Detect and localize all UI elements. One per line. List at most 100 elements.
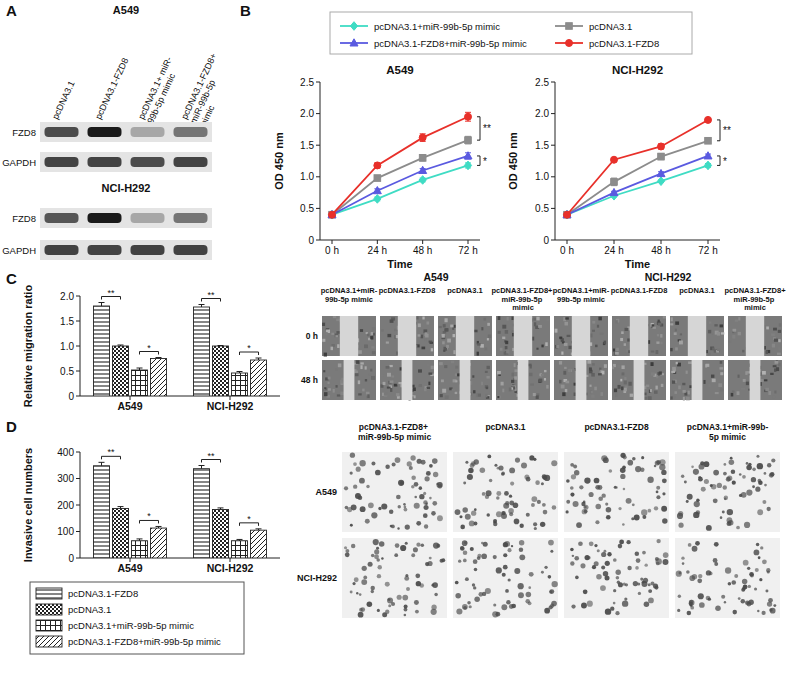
cell xyxy=(587,601,593,607)
speckle xyxy=(595,345,598,348)
cell xyxy=(689,600,695,606)
cell xyxy=(419,486,423,490)
y-tick-label: 200 xyxy=(57,500,74,511)
y-tick-label: 2.0 xyxy=(300,108,314,119)
speckle xyxy=(390,319,394,322)
y-tick-label: 0.5 xyxy=(60,366,74,377)
scratch-image xyxy=(322,316,376,357)
scratch-image xyxy=(438,316,492,356)
cell xyxy=(570,548,574,552)
speckle xyxy=(680,333,682,335)
scratch-image xyxy=(612,316,666,356)
speckle xyxy=(682,390,685,393)
error-bar xyxy=(99,303,105,307)
speckle xyxy=(564,322,567,326)
speckle xyxy=(541,345,543,348)
cell xyxy=(746,489,752,495)
cell xyxy=(345,549,349,553)
cell xyxy=(757,463,763,469)
speckle xyxy=(528,364,532,367)
cell xyxy=(509,604,514,609)
speckle xyxy=(559,361,562,364)
cell xyxy=(661,506,667,512)
speckle xyxy=(498,316,501,320)
lane-label: pcDNA3.1+ miR-99b-5p mimic xyxy=(136,55,183,125)
column-label: pcDNA3.1 xyxy=(485,422,525,432)
cell xyxy=(584,509,588,513)
cell xyxy=(470,547,474,551)
cell xyxy=(662,478,667,483)
speckle xyxy=(711,375,714,378)
cell xyxy=(505,501,509,505)
speckle xyxy=(711,333,713,335)
cell xyxy=(359,478,365,484)
speckle xyxy=(380,375,383,377)
cell xyxy=(494,464,497,467)
lane-label: pcDNA3.1 xyxy=(50,79,76,120)
y-axis xyxy=(555,82,556,240)
speckle xyxy=(364,344,368,348)
x-tick-label: NCI-H292 xyxy=(207,400,254,412)
cell xyxy=(436,482,442,488)
y-axis-title: Invasive cell numbers xyxy=(22,448,34,562)
cell xyxy=(541,571,544,574)
scratch-image xyxy=(612,360,666,400)
transwell-image xyxy=(564,452,669,532)
legend-label: pcDNA3.1-FZD8+miR-99b-5p mimic xyxy=(68,636,221,647)
speckle xyxy=(656,375,658,379)
cell xyxy=(681,475,684,478)
y-tick xyxy=(316,145,320,146)
cell xyxy=(770,472,775,477)
cell xyxy=(725,567,731,573)
cell xyxy=(692,574,697,579)
scratch-gap xyxy=(460,360,471,400)
marker xyxy=(374,175,381,182)
y-tick-label: 300 xyxy=(57,473,74,484)
cell xyxy=(613,589,616,592)
marker xyxy=(704,152,712,159)
speckle xyxy=(592,330,595,332)
cell xyxy=(382,612,387,617)
speckle xyxy=(453,379,457,382)
speckle xyxy=(355,373,359,376)
label-line: pcDNA3.1-FZD8+ xyxy=(359,422,431,432)
cell xyxy=(359,460,365,466)
cell xyxy=(385,464,389,468)
x-tick-label: NCI-H292 xyxy=(207,562,254,574)
row-label: A549 xyxy=(315,487,337,497)
y-tick-label: 2.5 xyxy=(535,77,549,88)
cell xyxy=(756,543,760,547)
speckle xyxy=(658,320,660,323)
cell xyxy=(434,593,438,597)
speckle xyxy=(505,341,508,344)
speckle xyxy=(328,388,331,390)
cell xyxy=(752,468,756,472)
cell xyxy=(570,493,574,497)
speckle xyxy=(425,334,429,338)
cell xyxy=(419,494,424,499)
cell xyxy=(371,554,375,558)
cell xyxy=(503,565,508,570)
marker xyxy=(657,177,664,186)
speckle xyxy=(419,384,422,387)
speckle xyxy=(728,340,731,342)
speckle xyxy=(622,372,625,375)
cell xyxy=(509,495,512,498)
bar-chart: 0100200300400A549NCI-H292Invasive cell n… xyxy=(22,447,280,575)
speckle xyxy=(338,363,341,367)
cell xyxy=(748,463,751,466)
speckle xyxy=(775,361,779,364)
marker xyxy=(329,211,336,218)
bar xyxy=(151,528,167,558)
label-line: pcDNA3.1-FZD8 xyxy=(611,286,668,295)
cell xyxy=(389,510,393,514)
legend-label: pcDNA3.1+miR-99b-5p mimic xyxy=(374,21,500,32)
image-bg xyxy=(322,360,376,400)
cell xyxy=(365,519,370,524)
error-line xyxy=(101,303,102,307)
speckle xyxy=(613,349,615,352)
chart-title: A549 xyxy=(386,64,414,76)
cell xyxy=(609,469,613,473)
cell xyxy=(746,462,749,465)
cell xyxy=(352,582,355,585)
